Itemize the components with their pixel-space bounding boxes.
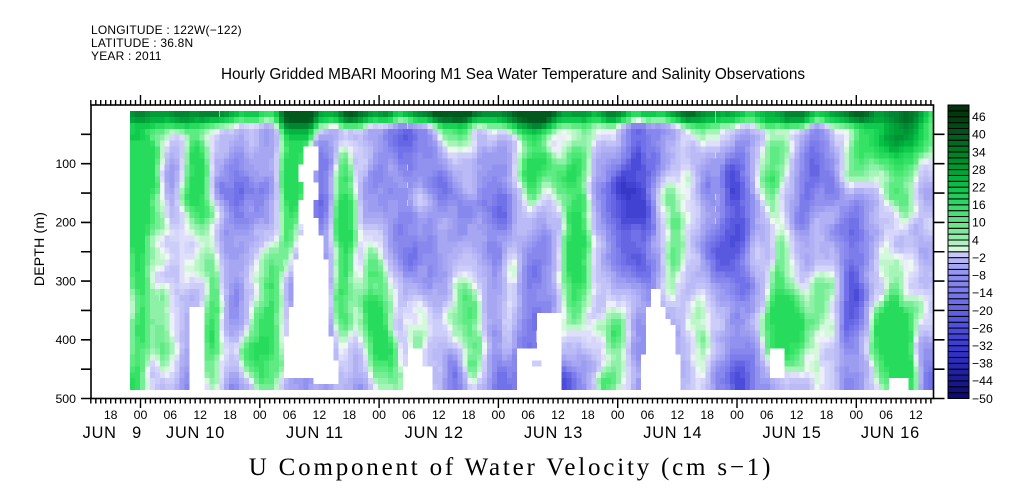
- svg-text:06: 06: [760, 408, 774, 422]
- svg-text:JUN: JUN: [83, 424, 117, 442]
- svg-text:06: 06: [163, 408, 177, 422]
- svg-text:06: 06: [402, 408, 416, 422]
- svg-text:JUN 12: JUN 12: [405, 424, 464, 442]
- svg-text:00: 00: [730, 408, 744, 422]
- svg-text:9: 9: [132, 424, 142, 442]
- svg-text:00: 00: [134, 408, 148, 422]
- svg-text:JUN 16: JUN 16: [861, 424, 920, 442]
- svg-text:18: 18: [223, 408, 237, 422]
- svg-text:12: 12: [193, 408, 207, 422]
- svg-text:18: 18: [104, 408, 118, 422]
- svg-text:JUN 11: JUN 11: [286, 424, 344, 442]
- svg-text:−50: −50: [972, 392, 993, 406]
- svg-text:400: 400: [55, 333, 76, 347]
- svg-text:18: 18: [462, 408, 476, 422]
- svg-text:40: 40: [972, 128, 986, 142]
- svg-text:06: 06: [879, 408, 893, 422]
- svg-text:−32: −32: [972, 339, 993, 353]
- svg-text:46: 46: [972, 110, 986, 124]
- svg-text:−44: −44: [972, 374, 993, 388]
- svg-text:JUN 13: JUN 13: [524, 424, 583, 442]
- svg-text:06: 06: [283, 408, 297, 422]
- svg-text:500: 500: [55, 392, 76, 406]
- svg-text:18: 18: [581, 408, 595, 422]
- svg-text:12: 12: [313, 408, 327, 422]
- svg-text:−20: −20: [972, 304, 993, 318]
- svg-text:12: 12: [551, 408, 565, 422]
- svg-text:LONGITUDE : 122W(−122): LONGITUDE : 122W(−122): [91, 23, 242, 37]
- svg-text:300: 300: [55, 274, 76, 288]
- svg-text:−26: −26: [972, 321, 993, 335]
- svg-text:18: 18: [342, 408, 356, 422]
- svg-text:−38: −38: [972, 357, 993, 371]
- svg-text:−8: −8: [972, 269, 986, 283]
- svg-text:U Component of Water Velocity: U Component of Water Velocity (cm s−1): [249, 454, 773, 481]
- svg-text:Hourly Gridded MBARI Mooring M: Hourly Gridded MBARI Mooring M1 Sea Wate…: [221, 66, 805, 83]
- svg-text:100: 100: [55, 157, 76, 171]
- svg-text:22: 22: [972, 181, 986, 195]
- svg-text:LATITUDE : 36.8N: LATITUDE : 36.8N: [91, 36, 193, 50]
- svg-text:12: 12: [790, 408, 804, 422]
- svg-text:00: 00: [492, 408, 506, 422]
- svg-text:00: 00: [611, 408, 625, 422]
- svg-text:200: 200: [55, 216, 76, 230]
- svg-text:06: 06: [521, 408, 535, 422]
- svg-text:12: 12: [671, 408, 685, 422]
- svg-text:18: 18: [820, 408, 834, 422]
- svg-text:12: 12: [432, 408, 446, 422]
- svg-text:18: 18: [700, 408, 714, 422]
- svg-text:YEAR : 2011: YEAR : 2011: [91, 49, 162, 63]
- svg-text:16: 16: [972, 198, 986, 212]
- svg-text:28: 28: [972, 163, 986, 177]
- svg-text:−2: −2: [972, 251, 986, 265]
- svg-text:00: 00: [372, 408, 386, 422]
- svg-text:06: 06: [641, 408, 655, 422]
- svg-text:12: 12: [909, 408, 923, 422]
- svg-text:JUN 15: JUN 15: [763, 424, 822, 442]
- svg-text:34: 34: [972, 145, 986, 159]
- svg-text:DEPTH (m): DEPTH (m): [31, 212, 47, 286]
- svg-text:4: 4: [972, 233, 979, 247]
- svg-text:00: 00: [849, 408, 863, 422]
- svg-text:JUN 14: JUN 14: [643, 424, 702, 442]
- svg-text:−14: −14: [972, 286, 993, 300]
- svg-text:10: 10: [972, 216, 986, 230]
- svg-text:JUN 10: JUN 10: [166, 424, 225, 442]
- svg-text:00: 00: [253, 408, 267, 422]
